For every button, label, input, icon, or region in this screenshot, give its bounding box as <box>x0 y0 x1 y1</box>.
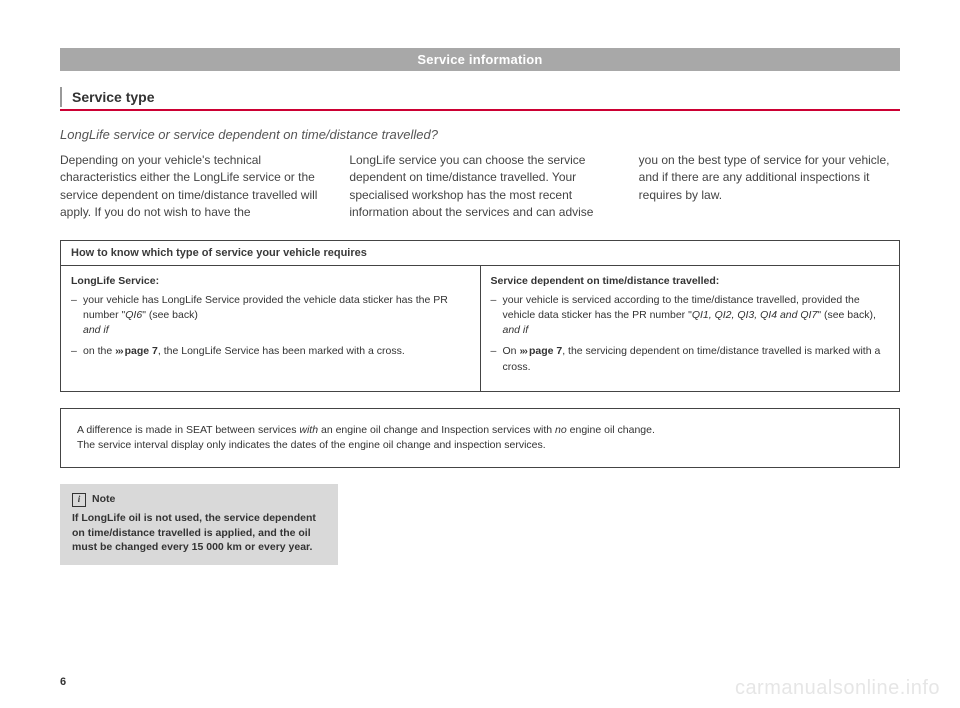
code-text: QI6 <box>125 309 142 321</box>
chevron-icon <box>115 345 125 357</box>
text: " (see back) <box>142 309 198 321</box>
page-ref-text: page 7 <box>125 345 158 357</box>
info-line-2: The service interval display only indica… <box>77 438 883 453</box>
cell-title-left: LongLife Service: <box>71 274 470 289</box>
page-ref-link[interactable]: page 7 <box>519 345 562 357</box>
list-item: On page 7, the servicing dependent on ti… <box>491 344 890 374</box>
italic-text: with <box>299 424 318 436</box>
section-title: Service type <box>60 85 900 109</box>
table-header: How to know which type of service your v… <box>61 241 899 266</box>
note-label: Note <box>92 492 115 507</box>
info-line-1: A difference is made in SEAT between ser… <box>77 423 883 438</box>
and-if-text: and if <box>83 324 109 336</box>
list-item: your vehicle is serviced according to th… <box>491 293 890 339</box>
section-title-rule: Service type <box>60 85 900 111</box>
service-type-table: How to know which type of service your v… <box>60 240 900 392</box>
italic-text: no <box>555 424 567 436</box>
body-col-1: Depending on your vehicle's technical ch… <box>60 152 321 222</box>
table-cell-left: LongLife Service: your vehicle has LongL… <box>61 266 481 391</box>
list-item: on the page 7, the LongLife Service has … <box>71 344 470 359</box>
text: On <box>503 345 520 357</box>
text: " (see back), <box>817 309 876 321</box>
text: , the LongLife Service has been marked w… <box>158 345 405 357</box>
watermark: carmanualsonline.info <box>735 677 940 700</box>
text: an engine oil change and Inspection serv… <box>318 424 555 436</box>
and-if-text: and if <box>503 324 529 336</box>
chevron-icon <box>519 345 529 357</box>
body-col-2: LongLife service you can choose the serv… <box>349 152 610 222</box>
text: on the <box>83 345 115 357</box>
info-box: A difference is made in SEAT between ser… <box>60 408 900 468</box>
page-number: 6 <box>60 676 66 688</box>
body-columns: Depending on your vehicle's technical ch… <box>60 152 900 222</box>
list-item: your vehicle has LongLife Service provid… <box>71 293 470 339</box>
note-box: i Note If LongLife oil is not used, the … <box>60 484 338 565</box>
page: Service information Service type LongLif… <box>0 0 960 708</box>
header-bar: Service information <box>60 48 900 71</box>
text: A difference is made in SEAT between ser… <box>77 424 299 436</box>
code-text: QI1, QI2, QI3, QI4 and QI7 <box>692 309 817 321</box>
body-col-3: you on the best type of service for your… <box>639 152 900 222</box>
table-row: LongLife Service: your vehicle has LongL… <box>61 266 899 391</box>
cell-title-right: Service dependent on time/distance trave… <box>491 274 890 289</box>
table-cell-right: Service dependent on time/distance trave… <box>481 266 900 391</box>
note-heading: i Note <box>72 492 326 507</box>
note-body: If LongLife oil is not used, the service… <box>72 511 326 555</box>
subtitle: LongLife service or service dependent on… <box>60 127 900 142</box>
info-icon: i <box>72 493 86 507</box>
page-ref-text: page 7 <box>529 345 562 357</box>
text: engine oil change. <box>567 424 655 436</box>
page-ref-link[interactable]: page 7 <box>115 345 158 357</box>
